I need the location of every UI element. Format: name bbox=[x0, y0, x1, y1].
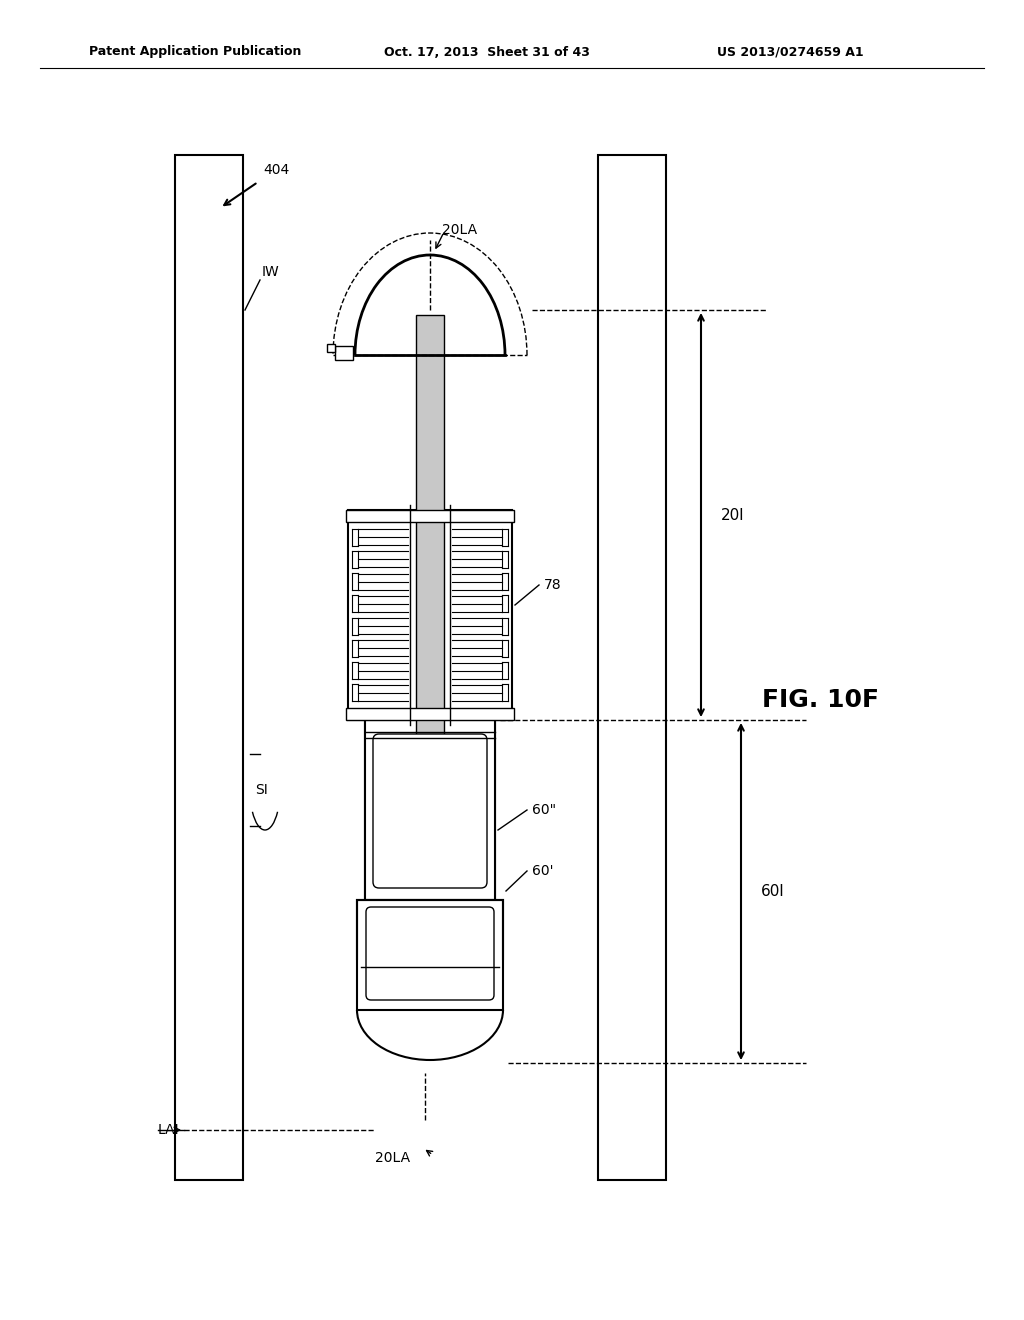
Bar bbox=[327, 345, 335, 352]
FancyBboxPatch shape bbox=[365, 719, 495, 900]
Bar bbox=[355, 960, 505, 1010]
Text: 78: 78 bbox=[544, 578, 561, 591]
Text: Oct. 17, 2013  Sheet 31 of 43: Oct. 17, 2013 Sheet 31 of 43 bbox=[384, 45, 590, 58]
Ellipse shape bbox=[357, 960, 503, 1060]
Text: Patent Application Publication: Patent Application Publication bbox=[89, 45, 301, 58]
Text: 404: 404 bbox=[263, 162, 289, 177]
Bar bbox=[357, 900, 503, 1010]
Text: 60': 60' bbox=[532, 865, 554, 878]
Bar bbox=[346, 510, 514, 521]
Text: 20LA: 20LA bbox=[375, 1151, 411, 1166]
FancyBboxPatch shape bbox=[366, 907, 494, 1001]
Text: 60l: 60l bbox=[761, 884, 784, 899]
Text: 60": 60" bbox=[532, 803, 556, 817]
Bar bbox=[598, 154, 666, 1180]
Text: US 2013/0274659 A1: US 2013/0274659 A1 bbox=[717, 45, 863, 58]
Bar bbox=[357, 900, 503, 1010]
Text: 20l: 20l bbox=[721, 507, 744, 523]
Bar bbox=[346, 708, 514, 719]
Bar bbox=[335, 346, 353, 360]
Bar bbox=[348, 510, 512, 719]
Text: LAI: LAI bbox=[158, 1123, 179, 1137]
Text: SI: SI bbox=[255, 783, 267, 797]
Bar bbox=[175, 154, 243, 1180]
Text: IW: IW bbox=[262, 265, 280, 279]
Text: 20LA: 20LA bbox=[442, 223, 477, 238]
Text: FIG. 10F: FIG. 10F bbox=[762, 688, 879, 711]
Bar bbox=[416, 315, 444, 741]
Bar bbox=[365, 719, 495, 900]
FancyBboxPatch shape bbox=[373, 734, 487, 888]
